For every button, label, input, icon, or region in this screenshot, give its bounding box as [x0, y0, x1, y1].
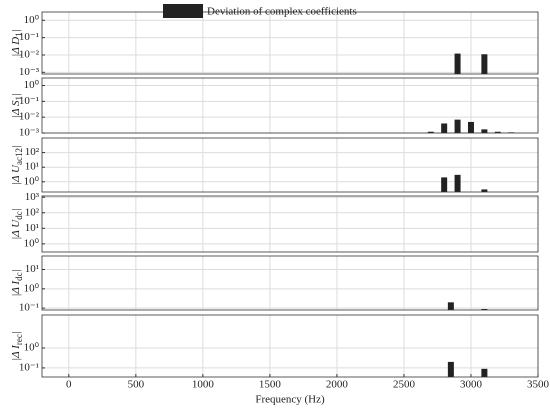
y-tick-label: 10⁻¹	[19, 361, 39, 373]
x-tick-label: 500	[128, 379, 145, 391]
plot-background	[42, 78, 538, 133]
bar	[447, 361, 454, 377]
x-tick-label: 3500	[527, 379, 550, 391]
y-label-sub: 1	[14, 32, 24, 37]
y-tick-label: 10⁰	[24, 341, 40, 353]
y-tick-label: 10⁰	[24, 14, 40, 26]
y-tick-label: 10⁻²	[19, 111, 40, 123]
y-label-end: |	[10, 145, 22, 148]
y-axis-label: |Δ Irec|	[10, 331, 25, 361]
y-tick-label: 10⁻¹	[19, 302, 39, 314]
y-label-end: |	[10, 331, 22, 334]
y-axis-label: |Δ S1|	[10, 93, 25, 118]
bar	[481, 129, 488, 133]
plot-frame	[41, 137, 539, 193]
y-label-main: |Δ U	[10, 164, 22, 185]
bar	[481, 368, 488, 377]
y-label-main: |Δ U	[10, 219, 22, 240]
y-label-main: |Δ I	[10, 280, 22, 297]
legend-swatch	[163, 4, 203, 18]
bar	[467, 121, 474, 133]
y-tick-label: 10⁰	[24, 237, 40, 249]
y-axis-label: |Δ Idc|	[10, 269, 25, 296]
y-tick-label: 10¹	[25, 161, 39, 173]
bar	[447, 302, 454, 310]
x-tick-label: 0	[66, 379, 72, 391]
y-tick-label: 10⁰	[24, 282, 40, 294]
x-tick-label: 2000	[326, 379, 349, 391]
y-tick-label: 10⁻¹	[19, 95, 39, 107]
plot-background	[42, 138, 538, 192]
y-label-sub: dc	[14, 211, 24, 220]
plot-frame	[41, 314, 539, 378]
y-tick-label: 10⁻³	[19, 127, 40, 139]
bar	[481, 54, 488, 74]
y-label-end: |	[10, 29, 22, 32]
y-axis-label: |Δ Uac12|	[10, 145, 25, 185]
bar	[454, 119, 461, 133]
bar	[441, 123, 448, 133]
plot-background	[42, 12, 538, 74]
x-axis-label: Frequency (Hz)	[255, 394, 325, 406]
y-tick-label: 10²	[25, 146, 40, 158]
plot-frame	[41, 195, 539, 253]
bar	[454, 53, 461, 74]
y-tick-label: 10⁻¹	[19, 31, 39, 43]
plot-background	[42, 256, 538, 310]
plot-frame	[41, 11, 539, 75]
y-label-end: |	[10, 208, 22, 211]
y-tick-label: 10³	[25, 191, 40, 203]
y-label-sub: rec	[14, 334, 24, 345]
y-tick-label: 10⁻²	[19, 49, 40, 61]
y-label-sub: dc	[14, 272, 24, 281]
plot-background	[42, 315, 538, 377]
plot-background	[42, 196, 538, 252]
bar	[441, 177, 448, 192]
y-tick-label: 10¹	[25, 222, 39, 234]
y-label-end: |	[10, 93, 22, 96]
x-tick-label: 1500	[259, 379, 282, 391]
y-tick-label: 10⁰	[24, 79, 40, 91]
y-label-sub: 1	[14, 96, 24, 101]
bar	[454, 174, 461, 192]
y-label-main: |Δ D	[10, 37, 22, 57]
x-tick-label: 2500	[393, 379, 416, 391]
legend-label: Deviation of complex coefficients	[207, 6, 357, 18]
y-label-main: |Δ S	[10, 100, 22, 118]
bar	[427, 131, 434, 133]
bar	[481, 189, 488, 192]
y-label-main: |Δ I	[10, 344, 22, 361]
bar	[481, 309, 488, 310]
y-tick-label: 10²	[25, 206, 40, 218]
y-label-end: |	[10, 269, 22, 272]
y-tick-label: 10⁰	[24, 175, 40, 187]
y-tick-label: 10⁻³	[19, 66, 40, 78]
plot-frame	[41, 255, 539, 311]
y-axis-label: |Δ D1|	[10, 29, 25, 57]
bar	[494, 131, 501, 133]
x-tick-label: 1000	[192, 379, 215, 391]
x-tick-label: 3000	[460, 379, 483, 391]
y-tick-label: 10¹	[25, 263, 39, 275]
plot-frame	[41, 77, 539, 134]
y-label-sub: ac12	[14, 148, 24, 165]
y-axis-label: |Δ Udc|	[10, 208, 25, 240]
